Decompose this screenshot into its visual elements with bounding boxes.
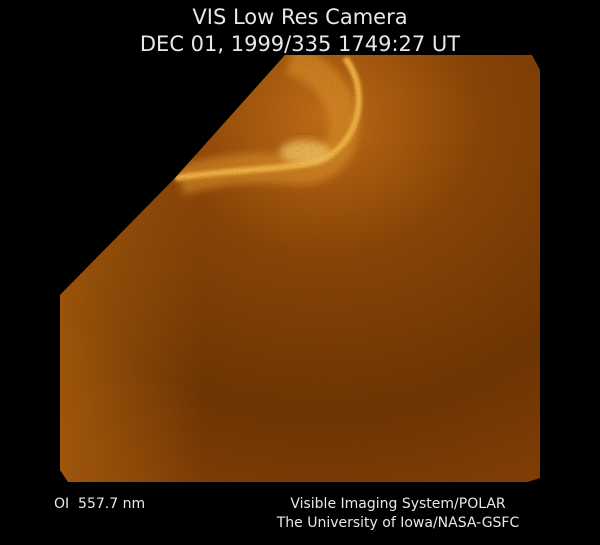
timestamp: DEC 01, 1999/335 1749:27 UT — [140, 32, 460, 56]
instrument-label: Visible Imaging System/POLAR — [290, 496, 506, 512]
filter-label: OI 557.7 nm — [54, 496, 145, 512]
title: VIS Low Res Camera — [192, 5, 407, 29]
aurora-image — [60, 55, 540, 482]
credit-label: The University of Iowa/NASA-GSFC — [276, 515, 520, 531]
